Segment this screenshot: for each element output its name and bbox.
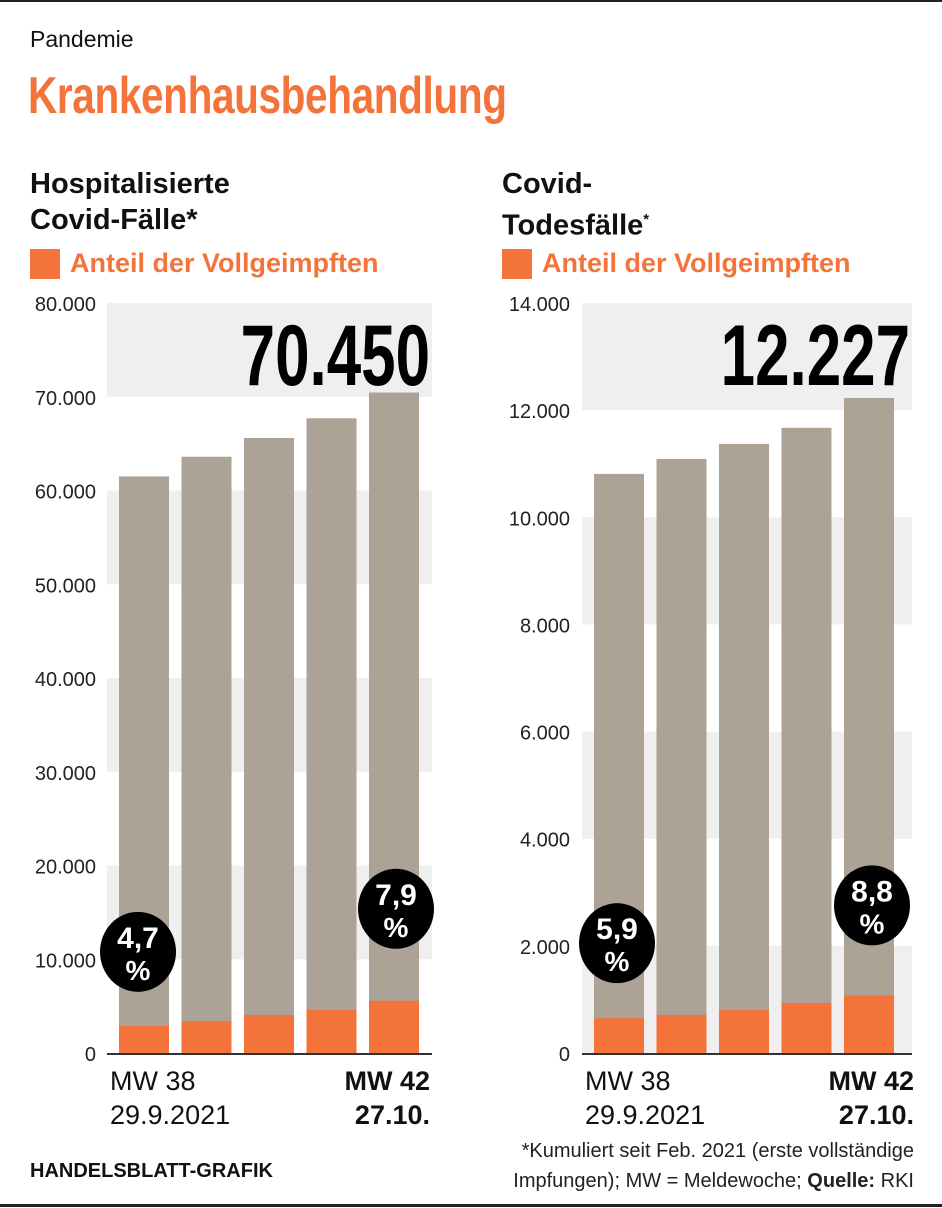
y-tick-label: 10.000 bbox=[509, 508, 570, 530]
bar-total bbox=[369, 392, 419, 1053]
percent-badge-value: 5,9 bbox=[596, 913, 638, 946]
bar-vaccinated bbox=[844, 995, 894, 1053]
bar-vaccinated bbox=[781, 1002, 832, 1053]
y-tick-label: 70.000 bbox=[35, 388, 96, 410]
bar-vaccinated bbox=[656, 1014, 707, 1053]
legend-swatch bbox=[502, 248, 532, 279]
grid-band bbox=[107, 303, 432, 397]
x-week: MW 38 bbox=[110, 1066, 196, 1096]
bar-vaccinated bbox=[244, 1015, 294, 1053]
bottom-rule bbox=[0, 1204, 942, 1207]
bar-total bbox=[844, 397, 894, 1053]
percent-badge bbox=[100, 911, 176, 992]
footnote-marker: * bbox=[643, 211, 650, 228]
bar-vaccinated bbox=[119, 1025, 169, 1053]
percent-badge-unit: % bbox=[860, 908, 885, 939]
x-date: 27.10. bbox=[838, 1100, 914, 1130]
bar-total bbox=[656, 458, 707, 1054]
bar-total bbox=[181, 456, 232, 1053]
legend-swatch bbox=[30, 248, 60, 279]
footnote-line: *Kumuliert seit Feb. 2021 (erste vollstä… bbox=[521, 1140, 914, 1162]
percent-badge-unit: % bbox=[126, 955, 151, 986]
y-tick-label: 12.000 bbox=[509, 401, 570, 423]
y-tick-label: 60.000 bbox=[35, 482, 96, 504]
chart-title-line: Todesfälle bbox=[502, 209, 644, 242]
percent-badge-value: 8,8 bbox=[851, 875, 893, 908]
bar-vaccinated bbox=[719, 1010, 769, 1053]
percent-badge-value: 4,7 bbox=[117, 922, 159, 955]
source-label: Quelle: bbox=[807, 1170, 876, 1192]
chart-title-line: Covid- bbox=[502, 168, 593, 200]
bar-total bbox=[719, 443, 769, 1054]
bar-vaccinated bbox=[594, 1018, 644, 1053]
x-date: 29.9.2021 bbox=[585, 1100, 706, 1130]
y-tick-label: 40.000 bbox=[35, 669, 96, 691]
chart-title-deaths: Covid- Todesfälle* bbox=[502, 166, 649, 244]
y-tick-label: 50.000 bbox=[35, 575, 96, 597]
y-tick-label: 20.000 bbox=[35, 857, 96, 879]
y-tick-label: 4.000 bbox=[520, 830, 570, 852]
chart-title-line: Hospitalisierte bbox=[30, 168, 230, 200]
x-week: MW 42 bbox=[828, 1066, 914, 1096]
y-tick-label: 10.000 bbox=[35, 950, 96, 972]
y-tick-label: 0 bbox=[559, 1044, 570, 1066]
chart-title-line: Covid-Fälle* bbox=[30, 204, 198, 236]
x-label-first-deaths: MW 38 29.9.2021 bbox=[585, 1064, 705, 1132]
highlight-total-value: 70.450 bbox=[241, 307, 430, 403]
legend-label: Anteil der Vollgeimpften bbox=[70, 248, 379, 278]
footnote: *Kumuliert seit Feb. 2021 (erste vollstä… bbox=[513, 1136, 914, 1196]
x-label-last-hospital: MW 42 27.10. bbox=[344, 1064, 430, 1132]
kicker: Pandemie bbox=[30, 26, 134, 52]
page-title: Krankenhausbehandlung bbox=[28, 67, 507, 125]
x-week: MW 42 bbox=[344, 1066, 430, 1096]
y-tick-label: 14.000 bbox=[509, 294, 570, 316]
y-tick-label: 2.000 bbox=[520, 937, 570, 959]
bar-vaccinated bbox=[306, 1009, 357, 1053]
percent-badge bbox=[834, 865, 910, 946]
percent-badge bbox=[579, 903, 655, 984]
x-date: 29.9.2021 bbox=[110, 1100, 231, 1130]
y-tick-label: 80.000 bbox=[35, 294, 96, 316]
top-rule bbox=[0, 0, 942, 2]
percent-badge bbox=[358, 868, 434, 949]
x-label-first-hospital: MW 38 29.9.2021 bbox=[110, 1064, 230, 1132]
bar-total bbox=[306, 418, 357, 1053]
highlight-total-value: 12.227 bbox=[721, 307, 910, 403]
grid-band bbox=[582, 303, 912, 411]
legend-hospital: Anteil der Vollgeimpften bbox=[30, 248, 379, 279]
x-date: 27.10. bbox=[354, 1100, 430, 1130]
y-tick-label: 0 bbox=[85, 1044, 96, 1066]
legend-label: Anteil der Vollgeimpften bbox=[542, 248, 851, 278]
bar-total bbox=[781, 427, 832, 1054]
percent-badge-value: 7,9 bbox=[375, 879, 417, 912]
legend-deaths: Anteil der Vollgeimpften bbox=[502, 248, 851, 279]
source-name: RKI bbox=[875, 1170, 914, 1192]
y-tick-label: 6.000 bbox=[520, 723, 570, 745]
brand-credit: HANDELSBLATT-GRAFIK bbox=[30, 1160, 273, 1182]
chart-title-hospital: Hospitalisierte Covid-Fälle* bbox=[30, 166, 230, 238]
bar-total bbox=[244, 438, 294, 1053]
footnote-line: Impfungen); MW = Meldewoche; bbox=[513, 1170, 808, 1192]
percent-badge-unit: % bbox=[384, 912, 409, 943]
percent-badge-unit: % bbox=[605, 946, 630, 977]
y-tick-label: 8.000 bbox=[520, 615, 570, 637]
y-tick-label: 30.000 bbox=[35, 763, 96, 785]
bar-vaccinated bbox=[369, 1000, 419, 1053]
x-week: MW 38 bbox=[585, 1066, 671, 1096]
bar-vaccinated bbox=[181, 1021, 232, 1053]
x-label-last-deaths: MW 42 27.10. bbox=[828, 1064, 914, 1132]
